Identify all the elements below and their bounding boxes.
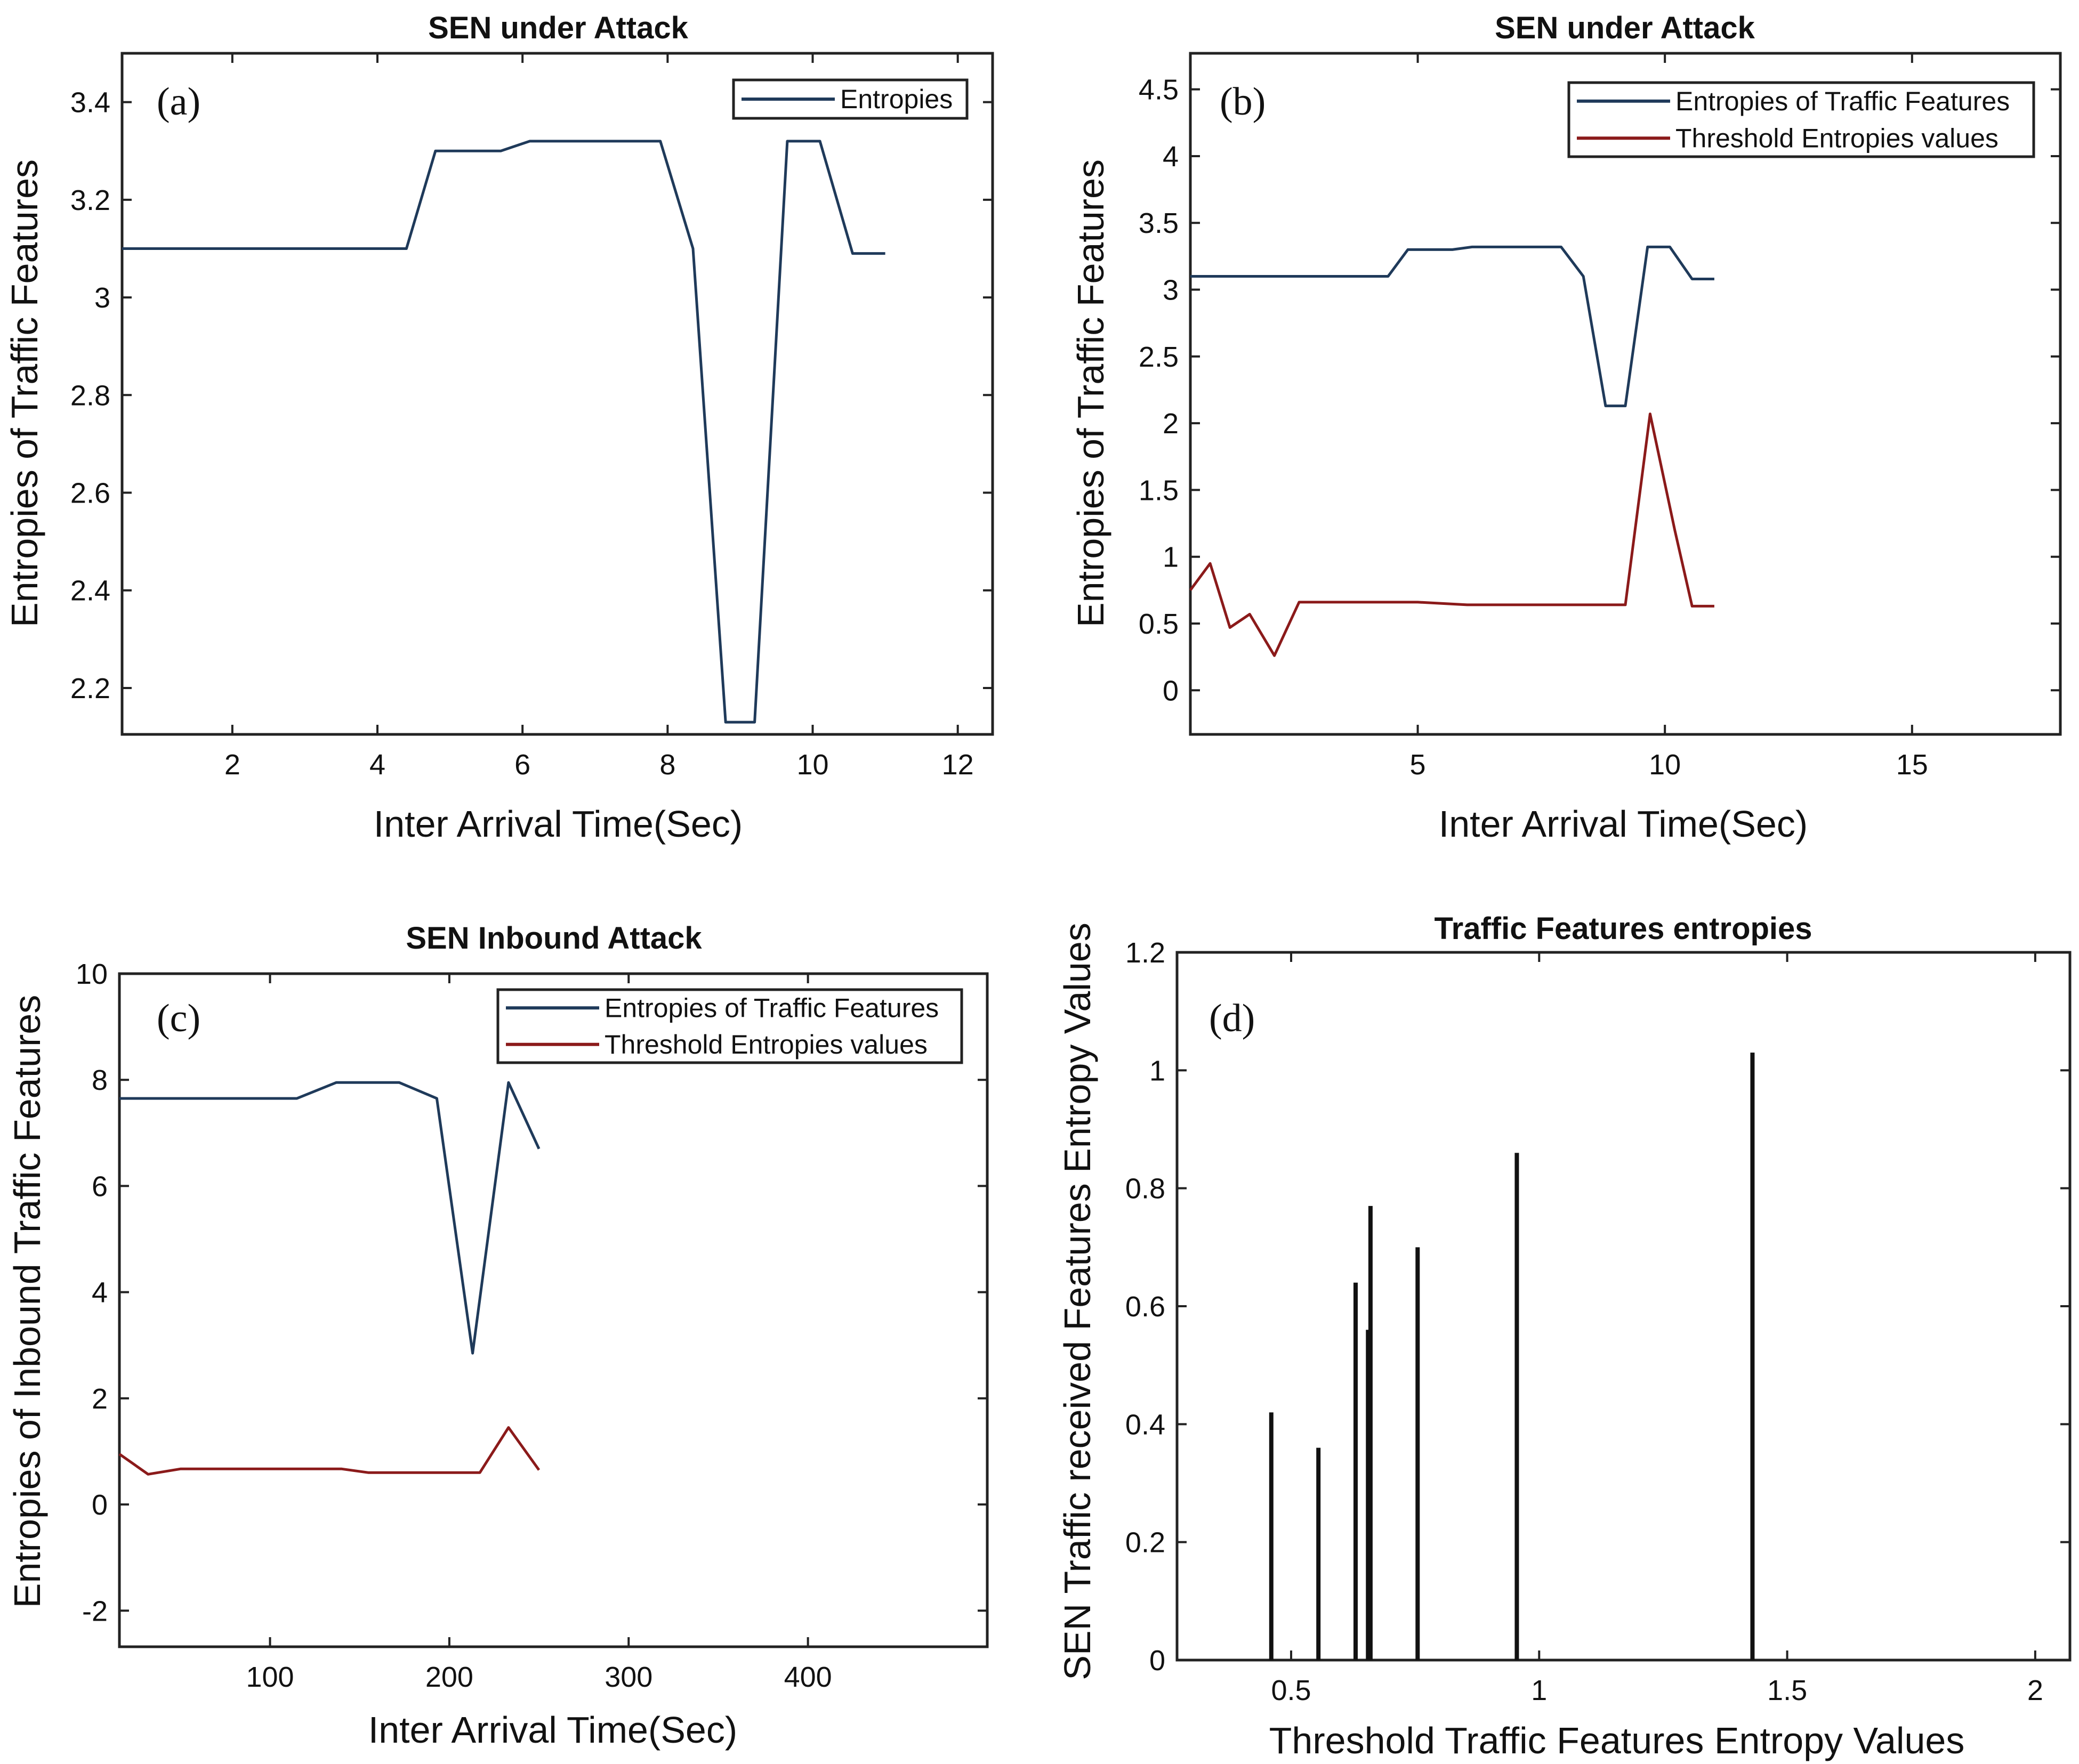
x-tick-label: 1 bbox=[1531, 1674, 1547, 1706]
chart-title: SEN under Attack bbox=[1495, 11, 1755, 45]
y-tick-label: 3 bbox=[1163, 274, 1179, 306]
x-tick-label: 2 bbox=[2027, 1674, 2043, 1706]
y-tick-label: 2.2 bbox=[70, 673, 110, 705]
legend: Entropies bbox=[732, 78, 969, 120]
y-tick-label: 1.2 bbox=[1125, 937, 1165, 969]
y-tick-label: 3.4 bbox=[70, 87, 110, 119]
chart-panel-d: 0.5 1 1.5 2 0 0.2 0.4 0.6 0.8 1 1.2 Traffic Feature… bbox=[1057, 911, 2072, 1761]
legend-entry: Entropies bbox=[840, 84, 953, 114]
y-tick-label: 0.6 bbox=[1125, 1291, 1165, 1323]
legend-entry: Threshold Entropies values bbox=[605, 1030, 928, 1059]
y-tick-label: 2 bbox=[92, 1383, 108, 1415]
x-tick-label: 200 bbox=[425, 1661, 473, 1693]
x-tick-label: 10 bbox=[1649, 749, 1681, 781]
chart-panel-a: 2 4 6 8 10 12 2.2 2.4 2.6 2.8 3 3.2 3.4 Entropies SEN … bbox=[4, 11, 994, 845]
y-tick-label: 3.5 bbox=[1139, 207, 1179, 239]
y-tick-label: 0 bbox=[1163, 675, 1179, 707]
x-tick-label: 300 bbox=[605, 1661, 652, 1693]
x-tick-label: 1.5 bbox=[1767, 1674, 1807, 1706]
x-tick-label: 6 bbox=[514, 749, 530, 781]
y-axis-label: Entropies of Traffic Features bbox=[1070, 159, 1111, 627]
panel-label: (b) bbox=[1220, 80, 1266, 124]
chart-panel-b: 5 10 15 0 0.5 1 1.5 2 2.5 3 3.5 4 4.5 Entropies of Tr… bbox=[1070, 11, 2062, 845]
legend-box bbox=[1567, 81, 2035, 158]
y-tick-label: 4 bbox=[92, 1277, 108, 1309]
x-axis-label: Inter Arrival Time(Sec) bbox=[368, 1709, 737, 1751]
y-tick-label: 0.4 bbox=[1125, 1409, 1165, 1441]
y-tick-label: 0.2 bbox=[1125, 1527, 1165, 1559]
x-axis-label: Inter Arrival Time(Sec) bbox=[374, 803, 743, 845]
x-axis-label: Threshold Traffic Features Entropy Value… bbox=[1269, 1720, 1965, 1761]
panel-label: (a) bbox=[157, 80, 200, 124]
y-tick-label: 1.5 bbox=[1139, 474, 1179, 506]
x-tick-label: 15 bbox=[1896, 749, 1928, 781]
x-axis-label: Inter Arrival Time(Sec) bbox=[1439, 803, 1808, 845]
y-tick-label: 0.5 bbox=[1139, 608, 1179, 640]
panel-label: (c) bbox=[157, 997, 200, 1040]
y-tick-label: 2 bbox=[1163, 408, 1179, 440]
plot-area bbox=[1175, 951, 2072, 1662]
legend-entry: Entropies of Traffic Features bbox=[605, 993, 939, 1023]
legend-entry: Entropies of Traffic Features bbox=[1675, 86, 2010, 116]
x-tick-label: 4 bbox=[369, 749, 385, 781]
y-tick-label: 2.5 bbox=[1139, 341, 1179, 373]
y-tick-label: 0 bbox=[1149, 1645, 1165, 1677]
y-tick-label: 6 bbox=[92, 1170, 108, 1202]
legend: Entropies of Traffic Features Threshold E… bbox=[1567, 81, 2035, 158]
x-tick-label: 2 bbox=[224, 749, 240, 781]
x-tick-label: 5 bbox=[1410, 749, 1426, 781]
y-tick-label: 1 bbox=[1163, 541, 1179, 573]
legend-box bbox=[496, 988, 963, 1064]
plot-area bbox=[1189, 52, 2062, 736]
y-tick-label: -2 bbox=[82, 1595, 108, 1627]
legend-entry: Threshold Entropies values bbox=[1675, 123, 1999, 153]
y-tick-label: 2.8 bbox=[70, 379, 110, 411]
y-axis-label: SEN Traffic received Features Entropy Va… bbox=[1057, 923, 1098, 1680]
chart-title: SEN Inbound Attack bbox=[406, 921, 702, 956]
panel-label: (d) bbox=[1209, 997, 1255, 1040]
chart-title: SEN under Attack bbox=[428, 11, 688, 45]
x-tick-label: 400 bbox=[784, 1661, 832, 1693]
plot-area bbox=[120, 52, 994, 736]
series-line-1 bbox=[118, 1426, 541, 1476]
y-tick-label: 4 bbox=[1163, 141, 1179, 173]
y-tick-label: 8 bbox=[92, 1064, 108, 1096]
chart-panel-c: 100 200 300 400 -2 0 2 4 6 8 10 Entropies of Traffi… bbox=[6, 921, 989, 1751]
plot-area bbox=[118, 972, 989, 1648]
y-tick-label: 0 bbox=[92, 1489, 108, 1521]
x-tick-label: 100 bbox=[246, 1661, 294, 1693]
y-tick-label: 2.6 bbox=[70, 478, 110, 509]
y-tick-label: 2.4 bbox=[70, 575, 110, 607]
y-tick-label: 4.5 bbox=[1139, 74, 1179, 106]
x-tick-label: 0.5 bbox=[1271, 1674, 1311, 1706]
y-tick-label: 10 bbox=[76, 958, 108, 990]
x-tick-label: 10 bbox=[796, 749, 828, 781]
chart-title: Traffic Features entropies bbox=[1434, 911, 1812, 946]
y-tick-label: 0.8 bbox=[1125, 1173, 1165, 1205]
x-tick-label: 8 bbox=[659, 749, 675, 781]
y-tick-label: 3 bbox=[94, 282, 110, 314]
series-line-0 bbox=[119, 1081, 541, 1355]
y-axis-label: Entropies of Inbound Traffic Features bbox=[6, 995, 48, 1608]
legend: Entropies of Traffic Features Threshold E… bbox=[496, 988, 963, 1064]
x-tick-label: 12 bbox=[942, 749, 974, 781]
y-tick-label: 3.2 bbox=[70, 184, 110, 216]
y-tick-label: 1 bbox=[1149, 1055, 1165, 1087]
y-axis-label: Entropies of Traffic Features bbox=[4, 159, 45, 627]
